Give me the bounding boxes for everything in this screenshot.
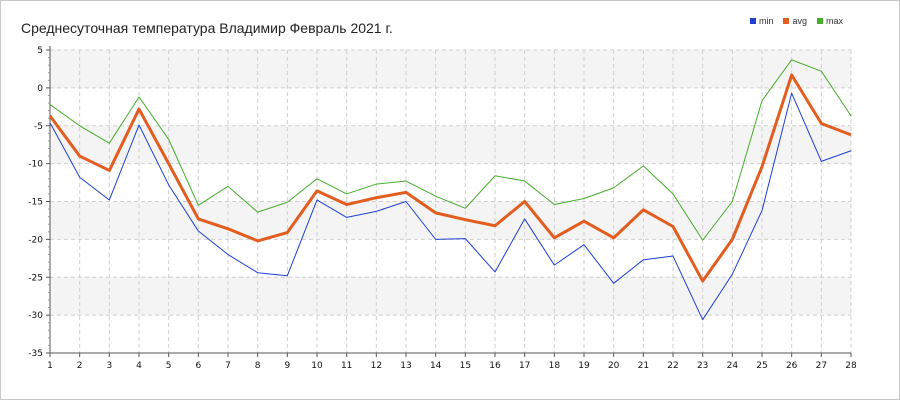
- y-tick-label: -25: [28, 273, 43, 283]
- legend-item-max: max: [816, 16, 843, 26]
- x-tick-label: 15: [460, 361, 471, 371]
- y-tick-label: -35: [28, 349, 43, 359]
- x-tick-label: 5: [166, 361, 172, 371]
- x-tick-label: 26: [786, 361, 798, 371]
- x-tick-label: 6: [195, 361, 201, 371]
- x-tick-label: 24: [727, 361, 739, 371]
- x-tick-label: 23: [697, 361, 708, 371]
- x-tick-label: 12: [371, 361, 382, 371]
- x-tick-label: 25: [756, 361, 767, 371]
- legend-label-avg: avg: [792, 16, 807, 26]
- legend-swatch-max: [816, 18, 823, 24]
- plot-band: [50, 277, 851, 316]
- x-tick-label: 17: [519, 361, 530, 371]
- x-tick-label: 14: [430, 361, 442, 371]
- x-tick-label: 22: [667, 361, 678, 371]
- series-line-max: [49, 59, 852, 241]
- plot-band: [50, 50, 851, 88]
- y-tick-label: 0: [37, 84, 43, 94]
- y-tick-label: -15: [28, 198, 43, 208]
- x-tick-label: 21: [638, 361, 649, 371]
- y-tick-label: 5: [37, 46, 43, 56]
- legend-item-avg: avg: [783, 16, 807, 26]
- y-tick-label: -10: [28, 160, 43, 170]
- series-line-min: [49, 92, 852, 321]
- plot-band: [50, 201, 851, 240]
- x-tick-label: 1: [47, 361, 53, 371]
- x-tick-label: 7: [225, 361, 231, 371]
- x-tick-label: 2: [77, 361, 83, 371]
- x-tick-label: 3: [106, 361, 112, 371]
- y-tick-label: -20: [28, 235, 43, 245]
- legend-swatch-min: [749, 18, 756, 24]
- chart-title: Среднесуточная температура Владимир Февр…: [21, 20, 393, 36]
- x-tick-label: 16: [489, 361, 501, 371]
- x-tick-label: 8: [255, 361, 261, 371]
- series-line-avg: [48, 73, 852, 283]
- x-tick-label: 18: [549, 361, 561, 371]
- x-tick-label: 20: [608, 361, 620, 371]
- x-tick-label: 4: [136, 361, 142, 371]
- x-tick-label: 9: [284, 361, 290, 371]
- plot-band: [50, 125, 851, 164]
- x-tick-label: 27: [816, 361, 827, 371]
- x-tick-label: 13: [400, 361, 411, 371]
- x-tick-label: 10: [311, 361, 323, 371]
- y-tick-label: -30: [28, 311, 43, 321]
- chart-legend: min avg max: [749, 16, 843, 26]
- x-tick-label: 28: [845, 361, 857, 371]
- x-tick-label: 19: [578, 361, 590, 371]
- y-tick-label: -5: [34, 122, 43, 132]
- x-tick-label: 11: [341, 361, 352, 371]
- legend-swatch-avg: [783, 18, 790, 24]
- legend-label-min: min: [758, 16, 774, 26]
- legend-label-max: max: [825, 16, 843, 26]
- legend-item-min: min: [749, 16, 774, 26]
